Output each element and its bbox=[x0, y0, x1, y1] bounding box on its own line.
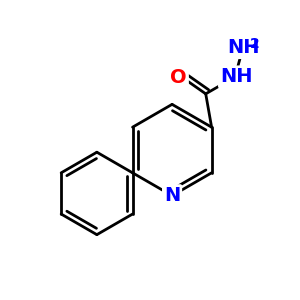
Text: N: N bbox=[164, 186, 180, 205]
Text: O: O bbox=[170, 68, 187, 87]
Text: 2: 2 bbox=[249, 37, 259, 51]
Text: NH: NH bbox=[220, 68, 253, 86]
Text: NH: NH bbox=[228, 38, 260, 57]
